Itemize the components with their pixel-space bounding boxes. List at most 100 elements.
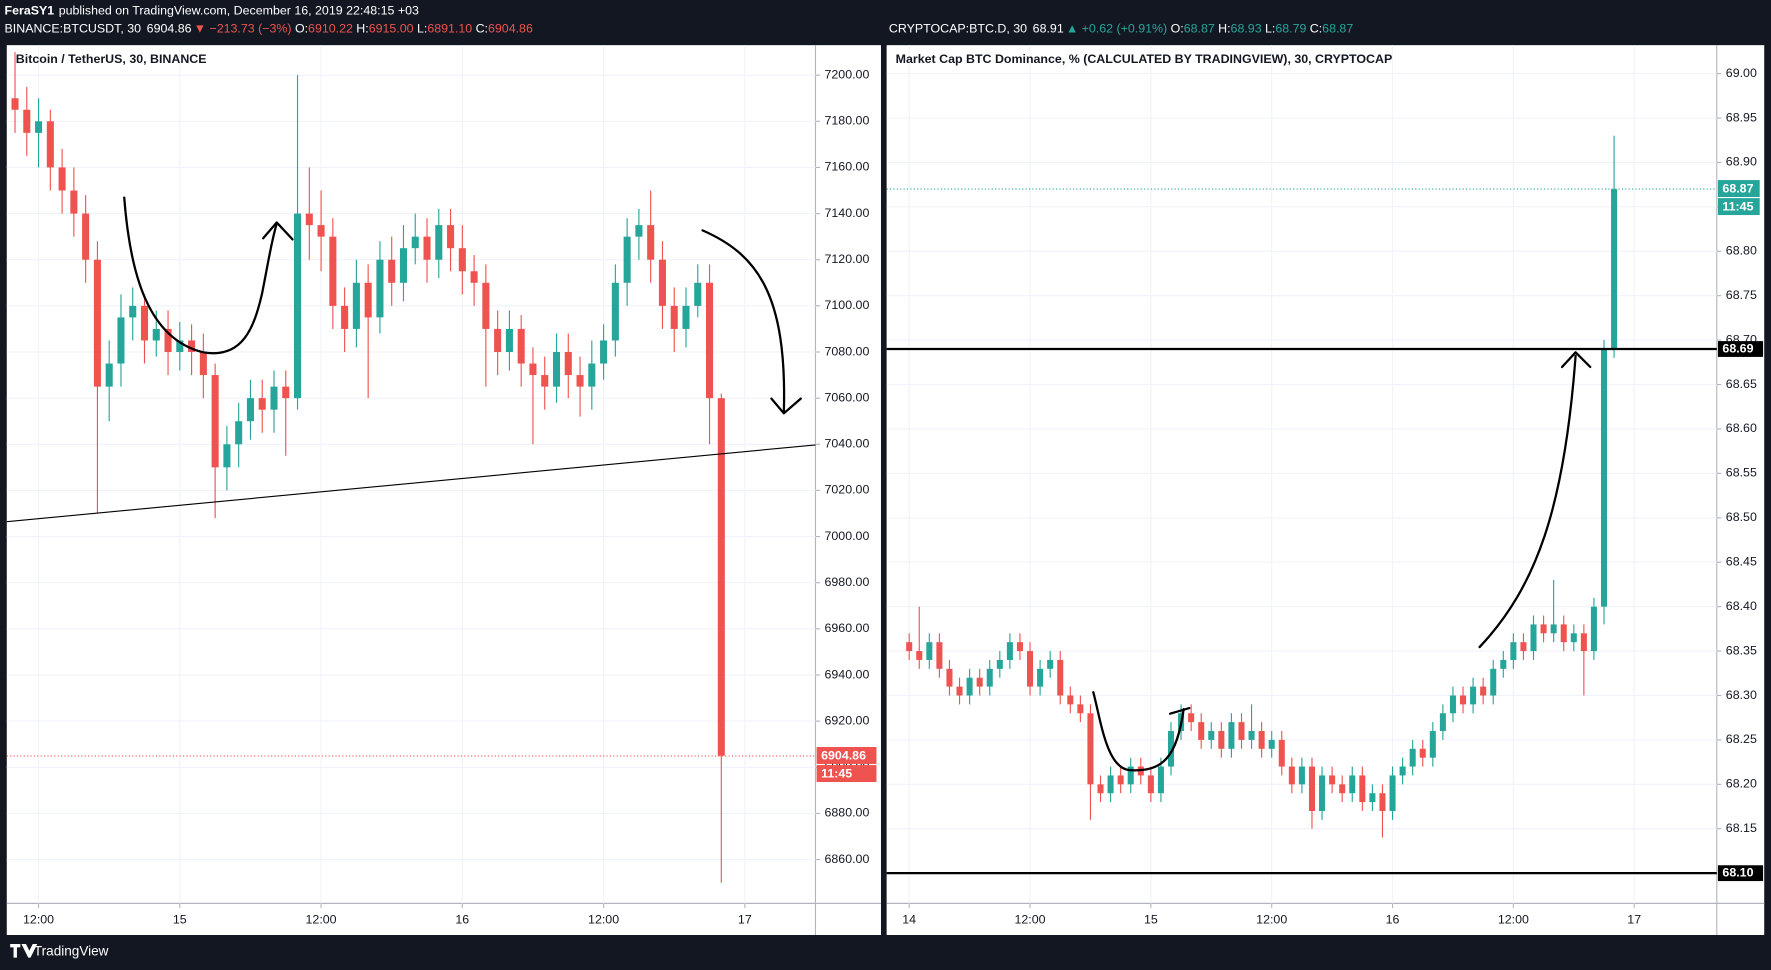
publish-line: FeraSY1 published on TradingView.com, Dec… xyxy=(5,4,419,18)
candle-body xyxy=(1067,695,1074,705)
chart-title: Bitcoin / TetherUS, 30, BINANCE xyxy=(16,52,207,66)
candle-body xyxy=(270,386,278,410)
candles xyxy=(11,52,725,883)
y-tick-label: 6960.00 xyxy=(825,621,870,635)
candle-body xyxy=(1006,642,1013,660)
candle-body xyxy=(1399,766,1406,776)
last-value: 68.91 xyxy=(1033,22,1064,36)
price-tag-label: 68.69 xyxy=(1722,341,1753,355)
candle-body xyxy=(1077,704,1084,714)
last-price-tag xyxy=(816,747,877,764)
ohlc-value: 6904.86 xyxy=(488,22,533,36)
candle-body xyxy=(364,282,372,318)
published: published on TradingView.com, December 1… xyxy=(59,4,419,18)
candle-body xyxy=(282,386,290,399)
candle-body xyxy=(1470,686,1477,705)
candle-body xyxy=(129,305,137,318)
candle-body xyxy=(447,225,455,249)
arrow-head xyxy=(262,221,294,241)
direction: ▲ xyxy=(1066,22,1078,36)
symbol: BINANCE:BTCUSDT, 30 xyxy=(5,22,142,36)
candle-body xyxy=(505,328,513,353)
y-tick-label: 68.25 xyxy=(1726,732,1757,746)
candle-body xyxy=(1198,722,1205,740)
logo xyxy=(10,944,38,958)
y-tick-label: 68.40 xyxy=(1726,599,1757,613)
candle-body xyxy=(936,642,943,669)
candle-body xyxy=(1600,349,1608,607)
price-tag xyxy=(1717,341,1764,357)
x-tick-label: 16 xyxy=(1386,913,1400,927)
candle-body xyxy=(58,167,66,191)
y-tick-label: 7020.00 xyxy=(825,483,870,497)
candle-body xyxy=(70,190,78,214)
candle-body xyxy=(1037,668,1044,687)
candle-body xyxy=(658,259,666,306)
arrow-head xyxy=(770,397,802,415)
candle-body xyxy=(552,352,561,387)
x-tick-label: 14 xyxy=(902,913,916,927)
candle-body xyxy=(1339,784,1346,794)
candle-body xyxy=(1480,686,1487,696)
x-tick-label: 12:00 xyxy=(588,913,619,927)
y-tick-label: 68.95 xyxy=(1726,110,1757,124)
candle-body xyxy=(916,651,923,660)
ohlc-key: O: xyxy=(1171,22,1184,36)
change: +0.62 (+0.91%) xyxy=(1082,22,1168,36)
candle-body xyxy=(1329,775,1336,785)
y-tick-label: 68.65 xyxy=(1726,377,1757,391)
candle-body xyxy=(1490,668,1497,696)
candle-body xyxy=(647,225,655,260)
ohlc-value: 68.79 xyxy=(1275,22,1306,36)
y-tick-label: 69.00 xyxy=(1726,66,1757,80)
candle-body xyxy=(600,340,608,364)
candle-body xyxy=(470,271,478,283)
candle-body xyxy=(717,398,725,756)
candle-body xyxy=(1550,624,1557,634)
candle-body xyxy=(1379,793,1386,811)
footer: TradingView xyxy=(10,944,109,959)
candle-body xyxy=(1349,775,1356,794)
last-price-tag xyxy=(1717,180,1760,197)
candle-body xyxy=(423,236,431,260)
candle-body xyxy=(611,282,619,341)
candle-body xyxy=(211,375,219,468)
candle-body xyxy=(694,282,702,306)
candle-body xyxy=(1560,624,1567,643)
candle-body xyxy=(1117,775,1124,785)
ohlc-value: 6915.00 xyxy=(369,22,414,36)
candle-body xyxy=(1369,793,1376,803)
candle-body xyxy=(1298,766,1305,785)
x-tick-label: 12:00 xyxy=(23,913,54,927)
y-tick-label: 7040.00 xyxy=(825,437,870,451)
candle-body xyxy=(705,282,714,399)
candle-body xyxy=(682,305,690,329)
candle-body xyxy=(352,282,360,329)
candle-body xyxy=(1429,731,1436,758)
candle-body xyxy=(926,642,933,660)
candle-body xyxy=(46,121,54,168)
chart: 68.15 68.20 68.25 68.30 68.35 68.40 68.45 68.50… xyxy=(886,45,1765,935)
candle-body xyxy=(1570,633,1577,643)
countdown-label: 11:45 xyxy=(1722,199,1753,213)
candle-body xyxy=(1611,189,1618,350)
ohlc-value: 68.93 xyxy=(1231,22,1262,36)
candle-body xyxy=(1218,731,1225,749)
candle-body xyxy=(1208,731,1215,740)
candle-body xyxy=(1258,731,1265,749)
x-tick-label: 15 xyxy=(1144,913,1158,927)
candle-body xyxy=(986,668,993,687)
ohlc-key: C: xyxy=(1310,22,1322,36)
candle-body xyxy=(1167,731,1175,767)
ohlc-value: 68.87 xyxy=(1184,22,1215,36)
candle-body xyxy=(966,677,973,696)
ohlc-key: L: xyxy=(417,22,427,36)
symbol: CRYPTOCAP:BTC.D, 30 xyxy=(889,22,1027,36)
last-price-label: 6904.86 xyxy=(821,748,866,762)
candle-body xyxy=(35,121,43,133)
candle-body xyxy=(1087,713,1094,785)
candle-body xyxy=(1288,766,1295,785)
candle-body xyxy=(1419,748,1426,758)
